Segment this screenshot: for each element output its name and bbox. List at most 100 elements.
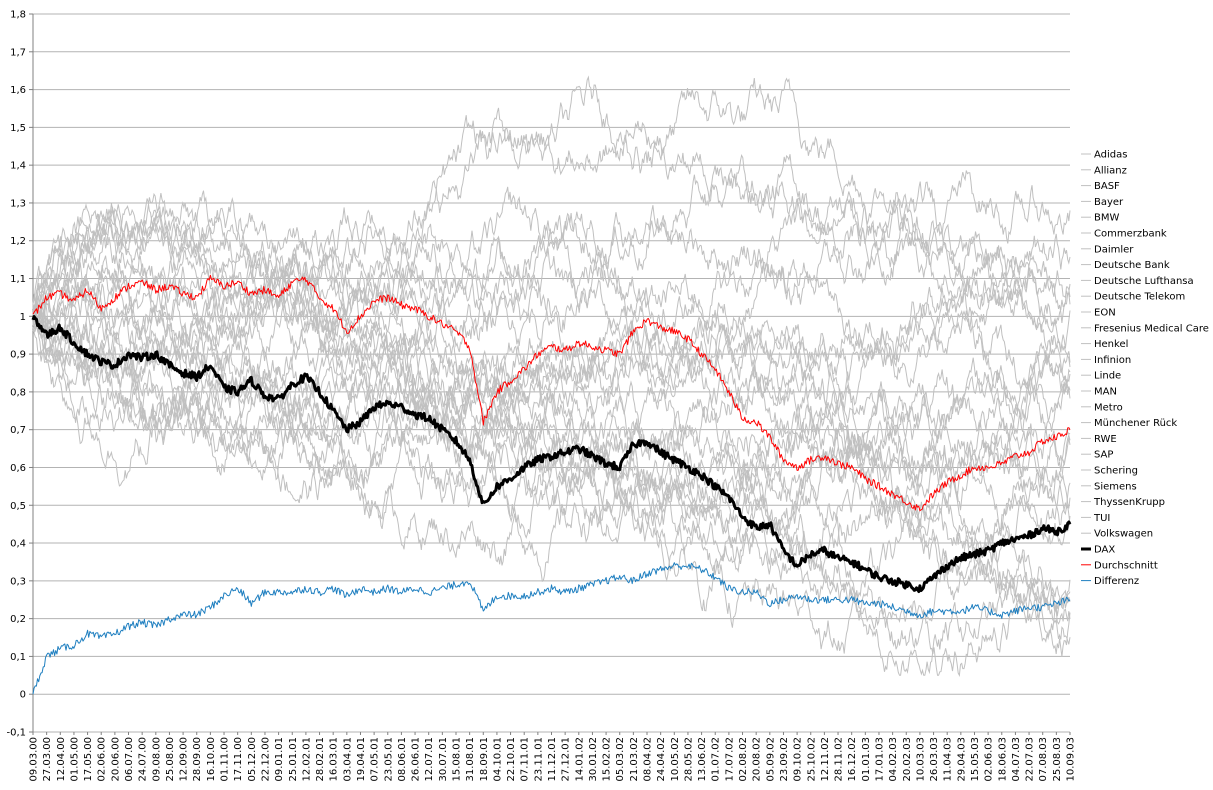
x-tick-label: 09.10.02: [793, 737, 804, 782]
series-line-rwe: [32, 186, 1071, 560]
x-tick-label: 12.09.00: [179, 737, 190, 782]
y-tick-label: 0: [20, 690, 26, 701]
legend-entry: RWE: [1094, 434, 1117, 445]
y-tick-label: 1,4: [10, 161, 26, 172]
x-tick-label: 22.07.03: [1025, 737, 1036, 782]
legend-entry: Henkel: [1094, 339, 1128, 350]
x-tick-label: 04.02.03: [888, 737, 899, 782]
legend-entry: Adidas: [1094, 150, 1127, 161]
x-tick-label: 04.07.03: [1011, 737, 1022, 782]
legend-entry: Fresenius Medical Care: [1094, 323, 1209, 334]
y-tick-label: 0,3: [10, 576, 26, 587]
x-tick-label: 20.06.00: [110, 737, 121, 782]
x-tick-label: 17.01.03: [874, 737, 885, 782]
legend-entry: TUI: [1093, 513, 1110, 524]
legend-entry: Metro: [1094, 402, 1123, 413]
x-tick-label: 01.07.02: [711, 737, 722, 782]
x-tick-label: 30.01.02: [588, 737, 599, 782]
legend-entry: Münchener Rück: [1094, 418, 1177, 429]
x-tick-label: 22.10.01: [506, 737, 517, 782]
series-line-eon: [32, 191, 1071, 481]
x-tick-label: 16.12.02: [847, 737, 858, 782]
legend-entry: DAX: [1094, 545, 1115, 556]
series-line-allianz: [32, 210, 1071, 571]
legend-entry: ThyssenKrupp: [1093, 497, 1165, 508]
x-tick-label: 30.07.01: [438, 737, 449, 782]
series-line-basf: [32, 208, 1071, 497]
x-tick-label: 24.04.02: [656, 737, 667, 782]
x-tick-label: 17.07.02: [724, 737, 735, 782]
legend-entry: Deutsche Telekom: [1094, 292, 1185, 303]
x-tick-label: 20.08.02: [752, 737, 763, 782]
x-tick-label: 12.04.00: [56, 737, 67, 782]
legend-entry: MAN: [1094, 387, 1117, 398]
y-tick-label: 1,3: [10, 198, 26, 209]
x-tick-label: 22.12.00: [260, 737, 271, 782]
y-axis: -0,1 0 0,1 0,2 0,3 0,4 0,5 0,6 0,7 0,8 0,9 1 1,1 1,2 1…: [6, 10, 34, 739]
series-line-deutsche-bank: [32, 190, 1071, 573]
legend: Adidas Allianz BASF Bayer BMW Commerzbank Daim…: [1081, 150, 1209, 587]
x-axis: 09.03.00 27.03.00 12.04.00 01.05.00 17.05.00…: [29, 732, 1077, 782]
x-tick-label: 11.04.03: [943, 737, 954, 782]
legend-entry: Volkswagen: [1094, 529, 1153, 540]
x-tick-label: 04.10.01: [492, 737, 503, 782]
series-line-fresenius-medical-care: [32, 75, 1071, 432]
y-tick-label: 1,1: [10, 274, 26, 285]
legend-entry: Deutsche Bank: [1094, 260, 1170, 271]
x-tick-label: 17.05.00: [83, 737, 94, 782]
legend-entry: Bayer: [1094, 197, 1124, 208]
x-tick-label: 23.09.02: [779, 737, 790, 782]
x-tick-label: 02.08.02: [738, 737, 749, 782]
x-tick-label: 25.08.03: [1052, 737, 1063, 782]
x-tick-label: 12.02.01: [301, 737, 312, 782]
y-tick-label: 1: [20, 312, 26, 323]
legend-entry: BASF: [1094, 181, 1120, 192]
series-line-volkswagen: [32, 240, 1071, 549]
x-tick-label: 28.09.00: [192, 737, 203, 782]
x-tick-label: 19.04.01: [356, 737, 367, 782]
y-tick-label: 0,4: [10, 539, 26, 550]
series-line-durchschnitt: [32, 274, 1071, 512]
x-tick-label: 13.06.02: [697, 737, 708, 782]
x-tick-label: 09.03.00: [29, 737, 40, 782]
y-tick-label: 0,9: [10, 350, 26, 361]
x-tick-label: 09.08.00: [151, 737, 162, 782]
x-tick-label: 05.03.02: [615, 737, 626, 782]
x-tick-label: 23.05.01: [383, 737, 394, 782]
x-tick-label: 28.02.01: [315, 737, 326, 782]
y-tick-label: -0,1: [6, 728, 26, 739]
x-tick-label: 21.03.02: [629, 737, 640, 782]
x-tick-label: 26.06.01: [411, 737, 422, 782]
x-tick-label: 07.08.03: [1038, 737, 1049, 782]
series-line-bmw: [32, 165, 1071, 445]
series-line-metro: [32, 263, 1071, 489]
x-tick-label: 03.04.01: [342, 737, 353, 782]
legend-entry: SAP: [1094, 450, 1113, 461]
legend-entry: Daimler: [1094, 244, 1134, 255]
legend-entry: Linde: [1094, 371, 1121, 382]
legend-entry: Allianz: [1094, 165, 1127, 176]
x-tick-label: 10.05.02: [670, 737, 681, 782]
x-tick-label: 02.06.03: [984, 737, 995, 782]
x-tick-label: 14.01.02: [574, 737, 585, 782]
legend-entry: Schering: [1094, 466, 1138, 477]
series-line-commerzbank: [32, 107, 1071, 386]
series-line-thyssenkrupp: [32, 301, 1071, 489]
x-tick-label: 26.03.03: [929, 737, 940, 782]
legend-entry: Durchschnitt: [1094, 560, 1158, 571]
x-tick-label: 08.06.01: [397, 737, 408, 782]
x-tick-label: 10.03.03: [915, 737, 926, 782]
series-line-sap: [32, 248, 1071, 624]
x-tick-label: 17.11.00: [233, 737, 244, 782]
x-tick-label: 01.11.00: [220, 737, 231, 782]
y-tick-label: 1,6: [10, 85, 26, 96]
y-tick-label: 0,1: [10, 652, 26, 663]
y-tick-label: 1,8: [10, 10, 26, 21]
x-tick-label: 24.07.00: [138, 737, 149, 782]
x-tick-label: 08.04.02: [643, 737, 654, 782]
x-tick-label: 23.11.01: [533, 737, 544, 782]
legend-entry: Deutsche Lufthansa: [1094, 276, 1194, 287]
x-tick-label: 18.09.01: [479, 737, 490, 782]
series-line-infinion: [32, 217, 1071, 676]
